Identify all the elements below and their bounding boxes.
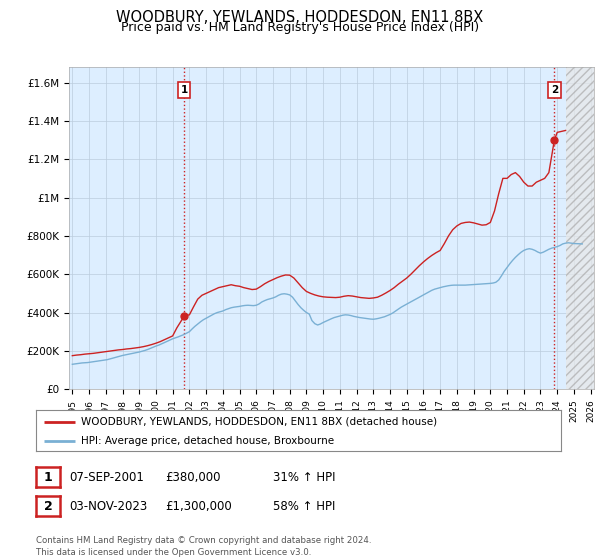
Bar [566, 67, 594, 389]
Text: WOODBURY, YEWLANDS, HODDESDON, EN11 8BX: WOODBURY, YEWLANDS, HODDESDON, EN11 8BX [116, 10, 484, 25]
Text: Contains HM Land Registry data © Crown copyright and database right 2024.
This d: Contains HM Land Registry data © Crown c… [36, 536, 371, 557]
Text: £380,000: £380,000 [165, 470, 221, 484]
Text: 03-NOV-2023: 03-NOV-2023 [69, 500, 147, 513]
Text: 07-SEP-2001: 07-SEP-2001 [69, 470, 144, 484]
Text: 2: 2 [44, 500, 52, 513]
Text: £1,300,000: £1,300,000 [165, 500, 232, 513]
Text: 2: 2 [551, 85, 558, 95]
Text: 1: 1 [181, 85, 188, 95]
Text: WOODBURY, YEWLANDS, HODDESDON, EN11 8BX (detached house): WOODBURY, YEWLANDS, HODDESDON, EN11 8BX … [80, 417, 437, 427]
Text: 31% ↑ HPI: 31% ↑ HPI [273, 470, 335, 484]
Text: Price paid vs. HM Land Registry's House Price Index (HPI): Price paid vs. HM Land Registry's House … [121, 21, 479, 34]
Text: 1: 1 [44, 470, 52, 484]
Text: HPI: Average price, detached house, Broxbourne: HPI: Average price, detached house, Brox… [80, 436, 334, 446]
Text: 58% ↑ HPI: 58% ↑ HPI [273, 500, 335, 513]
